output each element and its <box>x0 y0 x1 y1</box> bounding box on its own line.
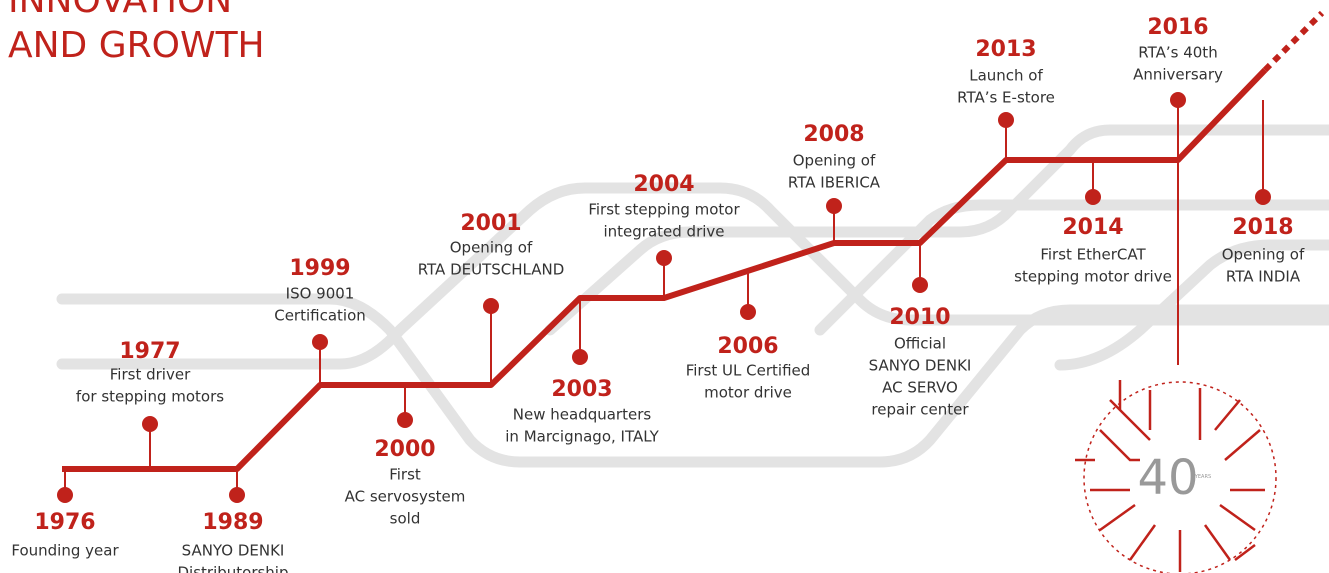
milestone-text: New headquarters <box>513 406 652 424</box>
milestone-text: AC servosystem <box>345 488 466 506</box>
milestone-text: motor drive <box>704 384 792 402</box>
milestone-year: 2003 <box>551 377 612 402</box>
milestone-text: Distributorship <box>177 564 288 573</box>
milestone-dot <box>229 487 245 503</box>
milestone-text: Opening of <box>793 152 876 170</box>
milestone-text: Opening of <box>450 239 533 257</box>
milestone-text: Launch of <box>969 67 1043 85</box>
milestone-dot <box>1170 92 1186 108</box>
milestone-text: Opening of <box>1222 246 1305 264</box>
milestone-text: ISO 9001 <box>286 285 355 303</box>
milestone-text: integrated drive <box>603 223 724 241</box>
milestone-dot <box>1255 189 1271 205</box>
milestone-year: 2013 <box>975 37 1036 62</box>
milestone-text: RTA’s 40th <box>1138 44 1217 62</box>
milestone-dot <box>826 198 842 214</box>
milestone-text: First EtherCAT <box>1040 246 1146 264</box>
milestone-dot <box>312 334 328 350</box>
milestone-dot <box>998 112 1014 128</box>
milestone-text: First stepping motor <box>588 201 740 219</box>
logo-number: 40 <box>1137 450 1198 506</box>
milestone-dot <box>1085 189 1101 205</box>
anniversary-logo: 40 YEARS <box>1075 380 1276 573</box>
milestone-text: First UL Certified <box>686 362 811 380</box>
milestone-dot <box>572 349 588 365</box>
milestone-text: Certification <box>274 307 366 325</box>
milestone-text: RTA’s E-store <box>957 89 1055 107</box>
milestone-dot <box>57 487 73 503</box>
milestone-dot <box>397 412 413 428</box>
milestone-dot <box>740 304 756 320</box>
milestone-text: SANYO DENKI <box>182 542 285 560</box>
milestone-text: for stepping motors <box>76 388 224 406</box>
milestone-text: SANYO DENKI <box>869 357 972 375</box>
milestone-text: repair center <box>871 401 969 419</box>
milestone-text: in Marcignago, ITALY <box>505 428 659 446</box>
milestone-text: RTA DEUTSCHLAND <box>418 261 565 279</box>
milestone-year: 2008 <box>803 122 864 147</box>
milestone-dot <box>483 298 499 314</box>
milestone-text: Founding year <box>11 542 119 560</box>
milestone-year: 1976 <box>34 510 95 535</box>
milestone-text: AC SERVO <box>882 379 958 397</box>
milestone-year: 1989 <box>202 510 263 535</box>
logo-caption: YEARS <box>1194 474 1211 480</box>
milestone-dot <box>142 416 158 432</box>
milestone-year: 2010 <box>889 305 950 330</box>
milestone-text: First <box>389 466 421 484</box>
title-line: AND GROWTH <box>8 25 265 66</box>
milestone-year: 2006 <box>717 334 778 359</box>
milestone-text: RTA IBERICA <box>788 174 881 192</box>
milestone-text: Official <box>894 335 946 353</box>
timeline-continuation <box>1265 13 1322 70</box>
timeline: INNOVATION AND GROWTH 40 YEARS 1976 Found… <box>0 0 1329 573</box>
milestone-year: 1977 <box>119 339 180 364</box>
milestone-year: 1999 <box>289 256 350 281</box>
milestone-dot <box>656 250 672 266</box>
milestone-year: 2001 <box>460 211 521 236</box>
milestone-dot <box>912 277 928 293</box>
milestone-text: RTA INDIA <box>1226 268 1301 286</box>
milestone-year: 2018 <box>1232 215 1293 240</box>
milestone-year: 2014 <box>1062 215 1123 240</box>
milestone-text: Anniversary <box>1133 66 1223 84</box>
milestone-text: First driver <box>110 366 191 384</box>
milestone-year: 2016 <box>1147 15 1208 40</box>
title-line: INNOVATION <box>8 0 232 21</box>
milestone-text: sold <box>390 510 421 528</box>
milestone-year: 2004 <box>633 172 694 197</box>
milestone-year: 2000 <box>374 437 435 462</box>
milestone-text: stepping motor drive <box>1014 268 1172 286</box>
